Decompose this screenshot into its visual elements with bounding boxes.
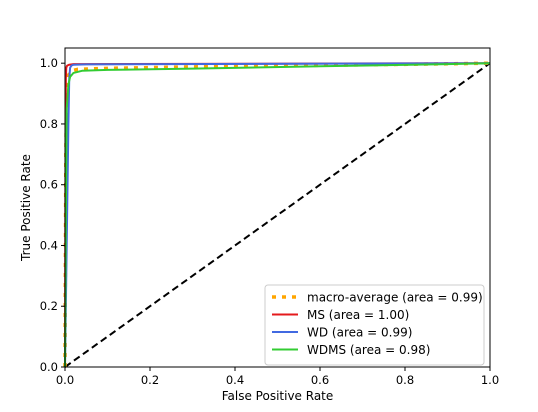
y-axis-label: True Positive Rate bbox=[19, 154, 33, 262]
series-line-wd bbox=[64, 62, 491, 368]
y-axis-ticks: 0.0 0.2 0.4 0.6 0.8 1.0 bbox=[40, 56, 65, 374]
x-tick-label: 1.0 bbox=[481, 373, 499, 387]
legend-entry-label: macro-average (area = 0.99) bbox=[307, 291, 483, 305]
y-tick-label: 0.4 bbox=[40, 238, 58, 252]
x-axis-ticks: 0.0 0.2 0.4 0.6 0.8 1.0 bbox=[56, 367, 499, 387]
series-line-macro-average bbox=[63, 61, 491, 368]
y-tick-label: 0.6 bbox=[40, 178, 58, 192]
y-tick-label: 0.8 bbox=[40, 117, 58, 131]
x-tick-label: 0.0 bbox=[56, 373, 74, 387]
series-line-wdms bbox=[64, 62, 491, 368]
legend: macro-average (area = 0.99) MS (area = 1.… bbox=[264, 284, 485, 366]
x-tick-label: 0.4 bbox=[226, 373, 244, 387]
legend-entry-label: WDMS (area = 0.98) bbox=[307, 343, 430, 357]
x-tick-label: 0.2 bbox=[141, 373, 159, 387]
y-tick-label: 0.0 bbox=[40, 360, 58, 374]
chance-diagonal-line bbox=[64, 62, 491, 368]
x-tick-label: 0.8 bbox=[396, 373, 414, 387]
legend-box bbox=[264, 284, 485, 366]
y-tick-label: 1.0 bbox=[40, 56, 58, 70]
legend-entry-label: MS (area = 1.00) bbox=[307, 308, 409, 322]
x-tick-label: 0.6 bbox=[311, 373, 329, 387]
plot-frame bbox=[64, 47, 491, 368]
legend-entry-label: WD (area = 0.99) bbox=[307, 326, 412, 340]
y-tick-label: 0.2 bbox=[40, 299, 58, 313]
x-axis-label: False Positive Rate bbox=[222, 389, 334, 403]
